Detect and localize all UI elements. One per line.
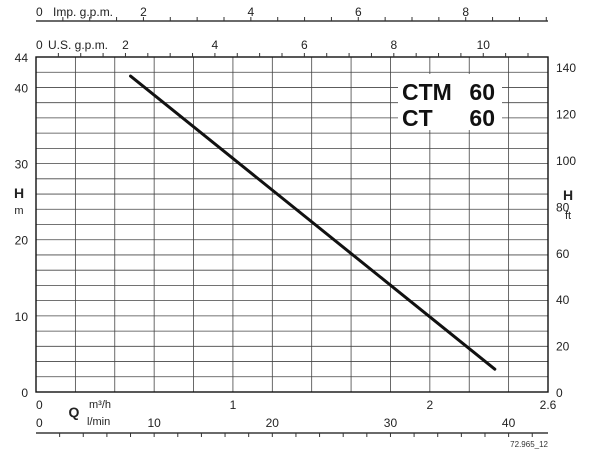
top-us-tick-label: 0 [36,38,43,52]
bottom-m3h-tick-label: 1 [230,398,237,412]
right-tick-label: 140 [556,61,576,75]
plot-frame [35,56,549,393]
right-axis-letter: H [563,187,573,203]
bottom-lmin-tick-label: 10 [147,416,161,430]
bottom-axis-unit-m3h: m³/h [89,399,111,411]
left-axis-unit: m [14,205,23,217]
right-axis-unit: ft [565,210,571,222]
left-tick-label: 0 [21,386,28,400]
top-imp-tick-label: 0 [36,5,43,19]
bottom-axis-unit-lmin: l/min [87,416,110,428]
grid [36,57,548,392]
right-tick-label: 0 [556,386,563,400]
right-tick-label: 80 [556,200,570,214]
top-us-tick-label: 10 [477,38,491,52]
right-tick-label: 120 [556,108,576,122]
left-axis-letter: H [14,185,24,201]
drawing-code: 72.965_12 [510,440,548,449]
bottom-m3h-tick-label: 2.6 [540,398,557,412]
bottom-lmin-tick-label: 40 [502,416,516,430]
left-tick-label: 20 [15,234,29,248]
model-label-line1-name: CTM [402,79,452,105]
model-label-line2-number: 60 [469,105,495,131]
bottom-axis-letter: Q [69,404,80,420]
top-us-tick-label: 6 [301,38,308,52]
top-imp-tick-label: 2 [140,5,147,19]
left-tick-label: 30 [15,158,29,172]
top-us-tick-label: 8 [390,38,397,52]
top-imp-tick-label: 6 [355,5,362,19]
top-us-axis-label: U.S. g.p.m. [48,38,108,52]
bottom-lmin-tick-label: 30 [384,416,398,430]
bottom-m3h-tick-label: 2 [427,398,434,412]
left-tick-label: 44 [15,51,29,65]
right-tick-label: 100 [556,154,576,168]
top-us-tick-label: 4 [212,38,219,52]
left-tick-label: 10 [15,310,29,324]
top-imp-axis-label: Imp. g.p.m. [53,5,113,19]
right-tick-label: 60 [556,247,570,261]
axes [35,17,549,437]
model-label-backdrop [398,74,502,130]
top-us-tick-label: 2 [122,38,129,52]
curves [129,74,497,371]
bottom-lmin-tick-label: 20 [266,416,280,430]
top-imp-tick-label: 4 [248,5,255,19]
model-label-line2-name: CT [402,105,433,131]
bottom-lmin-tick-label: 0 [36,416,43,430]
right-tick-label: 20 [556,340,570,354]
right-tick-label: 40 [556,293,570,307]
left-tick-label: 40 [15,81,29,95]
model-label-line1-number: 60 [469,79,495,105]
bottom-m3h-tick-label: 0 [36,398,43,412]
performance-curve [129,74,497,371]
top-imp-tick-label: 8 [462,5,469,19]
